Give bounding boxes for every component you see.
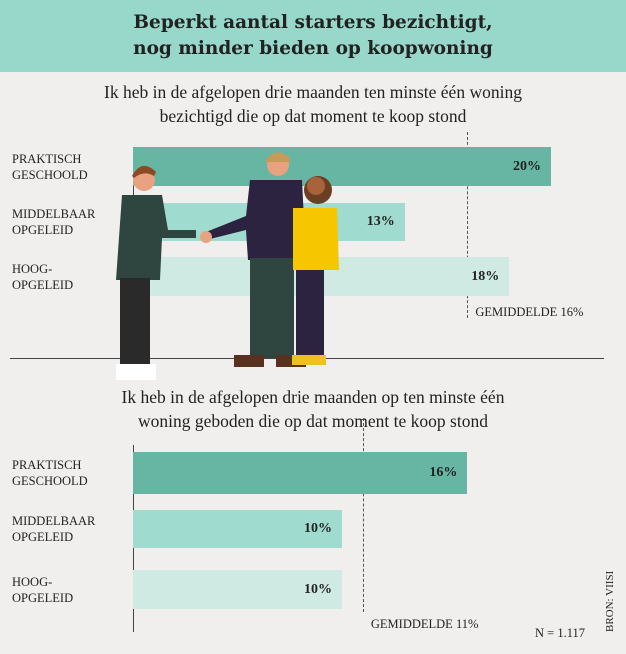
- bar: 16%: [133, 452, 468, 494]
- header: Beperkt aantal starters bezichtigt, nog …: [0, 0, 626, 72]
- man-center-figure: [206, 152, 306, 367]
- handshake: [200, 231, 212, 243]
- average-label: GEMIDDELDE 11%: [370, 617, 479, 631]
- category-label: MIDDELBAAR OPGELEID: [12, 207, 96, 237]
- bar: 10%: [133, 570, 342, 609]
- category-label: PRAKTISCH GESCHOOLD: [12, 151, 88, 182]
- bar-value-label: 10%: [304, 521, 332, 536]
- chart2-title-line-2: woning geboden die op dat moment te koop…: [138, 411, 488, 431]
- chart1-title-line-2: bezichtigd die op dat moment te koop sto…: [159, 106, 467, 126]
- bar-value-label: 10%: [304, 581, 332, 597]
- chart1-title-line-1: Ik heb in de afgelopen drie maanden ten …: [104, 82, 522, 102]
- average-line: [467, 132, 469, 318]
- bar-value-label: 20%: [513, 158, 541, 174]
- woman-figure: [292, 176, 339, 365]
- title-line-2: nog minder bieden op koopwoning: [133, 38, 493, 59]
- category-label: HOOG- OPGELEID: [12, 574, 74, 605]
- category-label: PRAKTISCH GESCHOOLD: [12, 458, 88, 488]
- bar-value-label: 13%: [366, 214, 395, 229]
- bar: 10%: [133, 510, 342, 548]
- man-left-figure: [116, 165, 196, 380]
- title-line-1: Beperkt aantal starters bezichtigt,: [133, 12, 493, 33]
- average-line: [362, 418, 364, 612]
- category-label: HOOG- OPGELEID: [12, 261, 74, 292]
- people-handshake-illustration: [116, 152, 339, 380]
- bar-value-label: 18%: [471, 268, 500, 284]
- bar: 20%: [133, 147, 551, 186]
- chart1-title: Ik heb in de afgelopen drie maanden ten …: [0, 80, 626, 128]
- average-label: GEMIDDELDE 16%: [475, 305, 584, 319]
- chart2-title: Ik heb in de afgelopen drie maanden op t…: [0, 385, 626, 433]
- chart2-title-line-1: Ik heb in de afgelopen drie maanden op t…: [121, 387, 505, 407]
- source-label: BRON: VIISI: [604, 570, 616, 632]
- bar-value-label: 16%: [429, 465, 458, 480]
- category-label: MIDDELBAAR OPGELEID: [12, 514, 96, 544]
- sample-size: N = 1.117: [535, 626, 585, 640]
